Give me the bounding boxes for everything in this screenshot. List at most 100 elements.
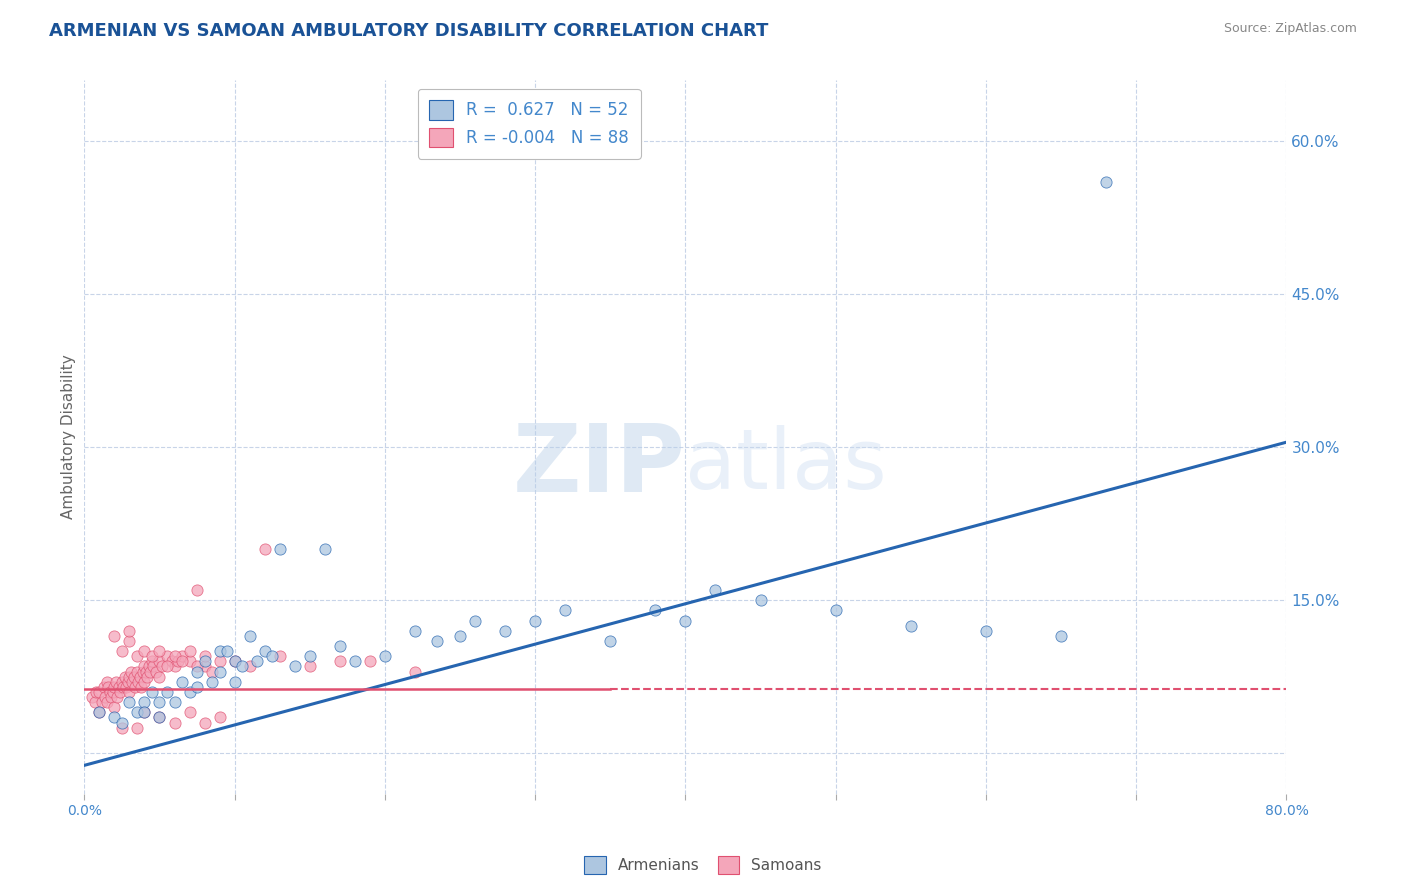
Point — [132, 665, 155, 679]
Point — [148, 710, 170, 724]
Point — [208, 665, 231, 679]
Point — [111, 674, 134, 689]
Point — [127, 674, 149, 689]
Point — [224, 674, 246, 689]
Point — [524, 614, 547, 628]
Point — [134, 695, 156, 709]
Point — [148, 670, 170, 684]
Point — [298, 649, 321, 664]
Point — [148, 710, 170, 724]
Point — [89, 706, 111, 720]
Legend: Armenians, Samoans: Armenians, Samoans — [578, 850, 828, 880]
Point — [404, 665, 426, 679]
Point — [194, 715, 217, 730]
Point — [136, 670, 159, 684]
Point — [974, 624, 997, 638]
Point — [114, 670, 136, 684]
Text: atlas: atlas — [686, 425, 887, 506]
Point — [253, 542, 276, 557]
Point — [186, 680, 208, 694]
Point — [160, 654, 183, 668]
Point — [129, 670, 152, 684]
Point — [179, 654, 201, 668]
Point — [224, 654, 246, 668]
Point — [186, 582, 208, 597]
Point — [103, 680, 125, 694]
Point — [170, 649, 193, 664]
Point — [134, 674, 156, 689]
Point — [179, 644, 201, 658]
Point — [156, 659, 179, 673]
Point — [117, 674, 139, 689]
Point — [156, 649, 179, 664]
Point — [93, 680, 115, 694]
Point — [208, 654, 231, 668]
Point — [148, 644, 170, 658]
Point — [359, 654, 381, 668]
Point — [644, 603, 666, 617]
Point — [704, 582, 727, 597]
Point — [166, 654, 188, 668]
Point — [89, 706, 111, 720]
Point — [96, 674, 118, 689]
Point — [217, 644, 239, 658]
Point — [163, 659, 186, 673]
Point — [101, 685, 124, 699]
Point — [122, 670, 145, 684]
Point — [269, 542, 291, 557]
Point — [107, 690, 129, 704]
Point — [135, 665, 157, 679]
Point — [239, 659, 262, 673]
Point — [253, 644, 276, 658]
Point — [464, 614, 486, 628]
Y-axis label: Ambulatory Disability: Ambulatory Disability — [60, 355, 76, 519]
Point — [824, 603, 846, 617]
Point — [298, 659, 321, 673]
Point — [134, 644, 156, 658]
Point — [163, 649, 186, 664]
Point — [86, 685, 108, 699]
Point — [124, 680, 146, 694]
Point — [148, 695, 170, 709]
Point — [170, 674, 193, 689]
Point — [139, 665, 162, 679]
Point — [103, 710, 125, 724]
Point — [141, 654, 163, 668]
Text: ZIP: ZIP — [513, 419, 686, 512]
Point — [108, 680, 131, 694]
Point — [179, 685, 201, 699]
Point — [194, 659, 217, 673]
Point — [201, 665, 224, 679]
Point — [112, 680, 135, 694]
Point — [246, 654, 269, 668]
Legend: R =  0.627   N = 52, R = -0.004   N = 88: R = 0.627 N = 52, R = -0.004 N = 88 — [418, 88, 641, 159]
Point — [104, 674, 127, 689]
Point — [231, 659, 253, 673]
Point — [329, 654, 352, 668]
Point — [100, 690, 122, 704]
Point — [675, 614, 697, 628]
Point — [142, 659, 165, 673]
Point — [141, 649, 163, 664]
Point — [98, 685, 121, 699]
Point — [426, 634, 449, 648]
Point — [152, 659, 174, 673]
Point — [110, 685, 132, 699]
Point — [118, 695, 141, 709]
Point — [138, 659, 160, 673]
Text: ARMENIAN VS SAMOAN AMBULATORY DISABILITY CORRELATION CHART: ARMENIAN VS SAMOAN AMBULATORY DISABILITY… — [49, 22, 769, 40]
Point — [118, 624, 141, 638]
Point — [1095, 175, 1118, 189]
Point — [120, 665, 142, 679]
Point — [131, 680, 153, 694]
Point — [900, 618, 922, 632]
Point — [97, 680, 120, 694]
Point — [121, 674, 143, 689]
Point — [125, 649, 148, 664]
Point — [449, 629, 471, 643]
Point — [91, 695, 114, 709]
Point — [194, 654, 217, 668]
Point — [374, 649, 396, 664]
Point — [89, 685, 111, 699]
Point — [494, 624, 516, 638]
